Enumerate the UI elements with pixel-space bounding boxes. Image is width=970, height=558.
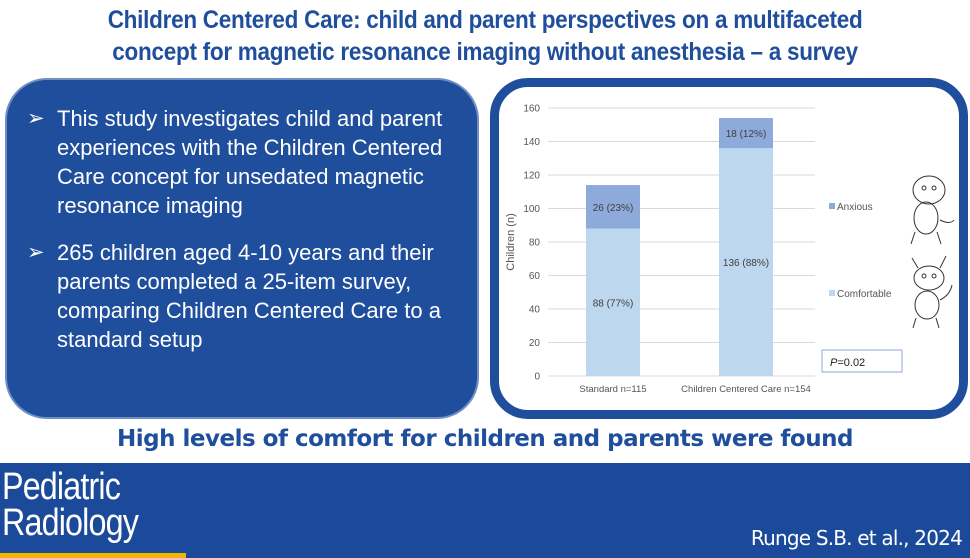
bar-comfortable [586, 228, 640, 376]
arrow-bullet-icon: ➢ [27, 107, 45, 130]
page-title: Children Centered Care: child and parent… [107, 6, 863, 66]
legend-swatch-anxious [829, 203, 835, 209]
arrow-bullet-icon: ➢ [27, 241, 45, 264]
footer: Pediatric Radiology Runge S.B. et al., 2… [0, 463, 970, 558]
logo-underline [0, 553, 186, 558]
anxious-monster-icon [910, 175, 955, 245]
y-tick-label: 80 [529, 238, 541, 249]
bar-comfortable [719, 148, 773, 376]
y-axis-label: Children (n) [505, 213, 517, 270]
y-tick-label: 20 [529, 338, 541, 349]
bullet-item: ➢ 265 children aged 4-10 years and their… [27, 240, 441, 352]
x-tick-label: Standard n=115 [579, 384, 646, 395]
y-tick-label: 40 [529, 305, 541, 316]
y-tick-label: 120 [523, 171, 540, 182]
y-tick-label: 0 [534, 372, 540, 383]
legend: Anxious Comfortable [829, 202, 892, 300]
legend-swatch-comfortable [829, 290, 835, 296]
key-finding: High levels of comfort for children and … [117, 426, 853, 452]
journal-logo: Pediatric Radiology [2, 466, 139, 544]
bar-anxious [719, 118, 773, 149]
citation: Runge S.B. et al., 2024 [750, 526, 963, 550]
svg-text:P=0.02: P=0.02 [830, 357, 865, 369]
summary-panel: ➢ This study investigates child and pare… [5, 78, 479, 419]
bar-anxious [586, 185, 640, 229]
p-value-box: P=0.02 [821, 349, 903, 373]
y-tick-label: 160 [523, 104, 540, 115]
comfortable-monster-icon [911, 255, 953, 329]
data-label: 88 (77%) [593, 298, 634, 309]
y-tick-label: 60 [529, 271, 541, 282]
legend-label-comfortable: Comfortable [837, 289, 892, 300]
legend-label-anxious: Anxious [837, 202, 873, 213]
x-tick-label: Children Centered Care n=154 [681, 384, 811, 395]
y-tick-label: 140 [523, 137, 540, 148]
data-label: 136 (88%) [723, 258, 769, 269]
data-label: 18 (12%) [726, 129, 767, 140]
data-label: 26 (23%) [593, 203, 634, 214]
y-tick-label: 100 [523, 204, 540, 215]
bullet-item: ➢ This study investigates child and pare… [27, 106, 443, 218]
